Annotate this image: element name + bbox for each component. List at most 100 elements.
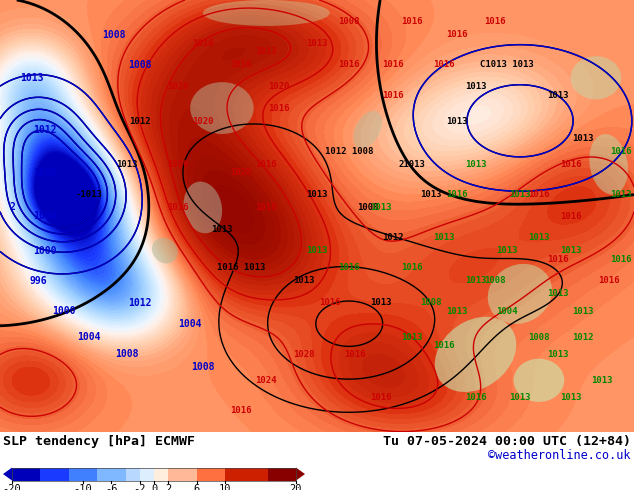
Text: 1013: 1013 xyxy=(465,82,486,91)
Text: 1020: 1020 xyxy=(192,117,214,125)
Text: 1016: 1016 xyxy=(370,393,391,402)
Text: 1013: 1013 xyxy=(547,290,569,298)
Text: 1016: 1016 xyxy=(256,160,277,169)
Ellipse shape xyxy=(353,111,382,148)
Text: 1013: 1013 xyxy=(433,233,455,242)
Text: 1013: 1013 xyxy=(294,276,315,285)
Text: 1016: 1016 xyxy=(268,103,290,113)
Text: 1016: 1016 xyxy=(611,255,632,264)
Text: 1013: 1013 xyxy=(211,224,233,234)
Text: 1016: 1016 xyxy=(433,60,455,69)
Text: 1008: 1008 xyxy=(528,333,550,342)
Text: 1016: 1016 xyxy=(560,212,581,220)
Text: 1016: 1016 xyxy=(484,17,505,26)
Bar xyxy=(197,467,225,481)
Text: 1016: 1016 xyxy=(167,203,188,212)
Text: 1016: 1016 xyxy=(382,60,404,69)
Text: 1028: 1028 xyxy=(294,350,315,359)
Text: 1013: 1013 xyxy=(560,246,581,255)
Text: 21013: 21013 xyxy=(399,160,425,169)
Text: 1013: 1013 xyxy=(420,190,442,199)
Text: 1008: 1008 xyxy=(127,60,152,70)
Text: 1016: 1016 xyxy=(319,298,340,307)
Text: 1024: 1024 xyxy=(256,376,277,385)
Bar xyxy=(97,467,126,481)
Polygon shape xyxy=(3,467,12,481)
Text: 1008: 1008 xyxy=(338,17,359,26)
Text: 1008: 1008 xyxy=(102,29,126,40)
Text: 1016: 1016 xyxy=(192,39,214,48)
Text: 1008: 1008 xyxy=(32,168,56,178)
Text: 1008: 1008 xyxy=(420,298,442,307)
Bar xyxy=(41,467,69,481)
Text: 1008: 1008 xyxy=(115,349,139,359)
Text: 1016: 1016 xyxy=(230,60,252,69)
Text: 2: 2 xyxy=(165,484,171,490)
Text: 1013: 1013 xyxy=(306,190,328,199)
Text: 1016 1013: 1016 1013 xyxy=(217,264,265,272)
Text: 1013: 1013 xyxy=(446,117,467,125)
Text: 1016: 1016 xyxy=(401,264,423,272)
Text: 1013: 1013 xyxy=(573,134,594,143)
Text: 1013: 1013 xyxy=(465,160,486,169)
Text: Tu 07-05-2024 00:00 UTC (12+84): Tu 07-05-2024 00:00 UTC (12+84) xyxy=(383,435,631,448)
Text: 1016: 1016 xyxy=(382,91,404,99)
Text: 1013: 1013 xyxy=(496,246,518,255)
Text: 1016: 1016 xyxy=(344,350,366,359)
Text: 1016: 1016 xyxy=(401,17,423,26)
Text: 1020: 1020 xyxy=(230,169,252,177)
Text: 1013: 1013 xyxy=(446,307,467,316)
Text: 1020: 1020 xyxy=(268,82,290,91)
Ellipse shape xyxy=(152,238,178,264)
Text: 1016: 1016 xyxy=(598,276,619,285)
Text: 1013: 1013 xyxy=(370,298,391,307)
Text: 1012 1008: 1012 1008 xyxy=(325,147,373,156)
Text: 1020: 1020 xyxy=(167,160,188,169)
Ellipse shape xyxy=(435,317,516,392)
Text: 1013: 1013 xyxy=(509,393,531,402)
Text: SLP tendency [hPa] ECMWF: SLP tendency [hPa] ECMWF xyxy=(3,435,195,448)
Bar xyxy=(168,467,197,481)
Text: 1013: 1013 xyxy=(528,233,550,242)
Text: -6: -6 xyxy=(105,484,118,490)
Ellipse shape xyxy=(514,359,564,402)
Bar xyxy=(69,467,97,481)
Text: 1013: 1013 xyxy=(256,48,277,56)
Text: 1004: 1004 xyxy=(32,211,56,221)
Text: 1013: 1013 xyxy=(547,350,569,359)
Text: 1012: 1012 xyxy=(127,297,152,308)
Text: 1013: 1013 xyxy=(592,376,613,385)
Text: 1013: 1013 xyxy=(611,190,632,199)
Text: 1013: 1013 xyxy=(370,203,391,212)
Text: 1016: 1016 xyxy=(338,264,359,272)
Text: 1004: 1004 xyxy=(178,319,202,329)
Text: 10: 10 xyxy=(219,484,231,490)
Ellipse shape xyxy=(190,82,254,134)
Text: 1016: 1016 xyxy=(611,147,632,156)
Text: 1013: 1013 xyxy=(306,39,328,48)
Text: 20: 20 xyxy=(290,484,302,490)
Text: 1013: 1013 xyxy=(306,246,328,255)
Text: 1013: 1013 xyxy=(116,160,138,169)
Text: 1012: 1012 xyxy=(573,333,594,342)
Text: 1016: 1016 xyxy=(433,341,455,350)
Text: 1016: 1016 xyxy=(446,190,467,199)
Text: C1013 1013: C1013 1013 xyxy=(481,60,534,69)
Text: 1013: 1013 xyxy=(573,307,594,316)
Text: 1016: 1016 xyxy=(528,190,550,199)
Text: -10: -10 xyxy=(74,484,93,490)
Bar xyxy=(268,467,296,481)
Text: 1004: 1004 xyxy=(77,332,101,342)
Text: 2: 2 xyxy=(10,202,16,213)
Text: 1013: 1013 xyxy=(509,190,531,199)
Text: 1013: 1013 xyxy=(401,333,423,342)
Bar xyxy=(12,467,296,481)
Ellipse shape xyxy=(571,56,621,99)
Text: 1008: 1008 xyxy=(357,203,378,212)
Ellipse shape xyxy=(203,0,330,26)
Text: 6: 6 xyxy=(193,484,200,490)
Bar xyxy=(12,467,41,481)
Bar xyxy=(140,467,154,481)
Text: 1008: 1008 xyxy=(484,276,505,285)
Text: 1000: 1000 xyxy=(51,306,75,316)
